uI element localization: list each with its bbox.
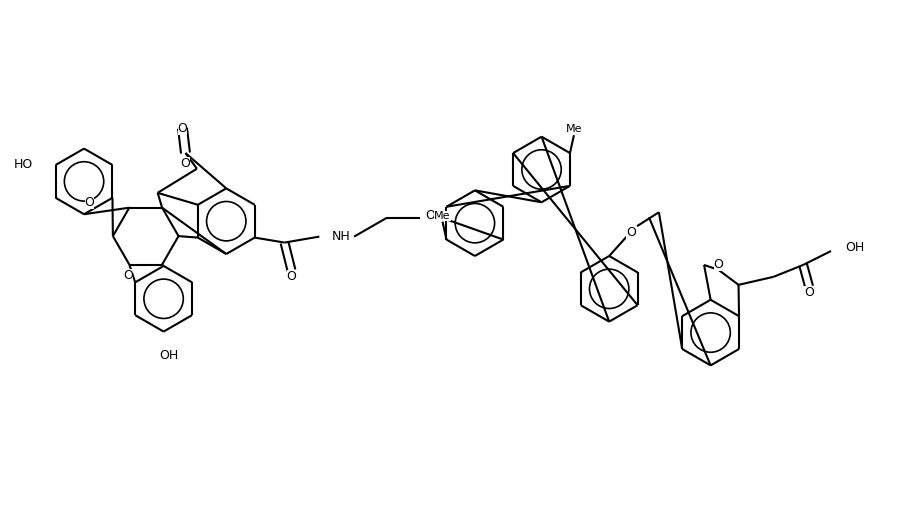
Text: OH: OH [845,241,864,253]
Text: HO: HO [14,158,33,172]
Text: O: O [123,269,133,282]
Text: O: O [626,226,636,239]
Text: O: O [425,209,435,222]
Text: O: O [178,122,187,135]
Text: NH: NH [331,230,350,243]
Text: O: O [713,259,724,271]
Text: O: O [84,196,94,209]
Text: O: O [180,157,190,170]
Text: O: O [286,270,296,283]
Text: OH: OH [159,350,178,362]
Text: O: O [804,286,814,299]
Text: Me: Me [435,211,451,221]
Text: Me: Me [566,124,582,134]
